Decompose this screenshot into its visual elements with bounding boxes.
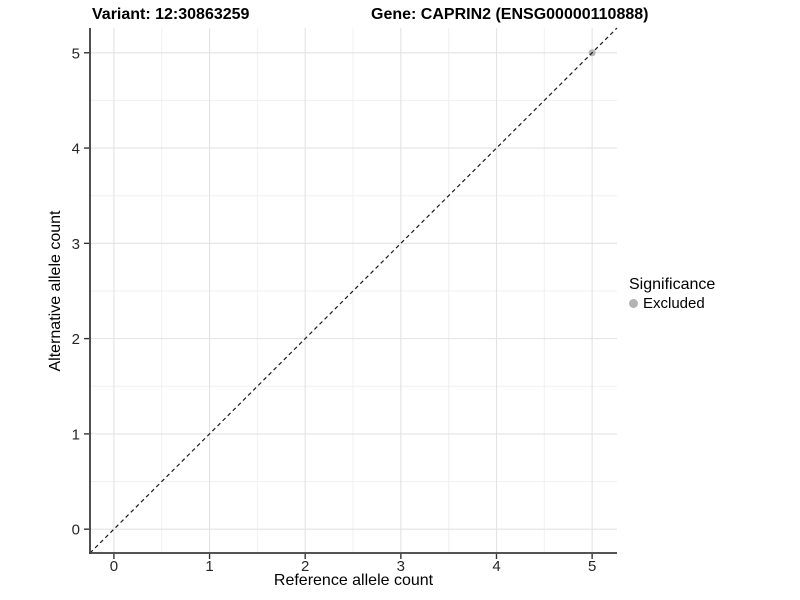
identity-line xyxy=(89,27,618,554)
x-tick-label: 0 xyxy=(110,558,118,575)
excluded-point-icon xyxy=(629,299,638,308)
x-tick-label: 2 xyxy=(301,558,309,575)
legend: Significance Excluded xyxy=(629,275,715,313)
x-tick-label: 4 xyxy=(492,558,500,575)
y-tick-label: 4 xyxy=(72,141,80,158)
y-tick-label: 1 xyxy=(72,426,80,443)
legend-title: Significance xyxy=(629,276,716,293)
x-tick-label: 1 xyxy=(205,558,213,575)
legend-item-excluded: Excluded xyxy=(629,294,715,313)
legend-item-label: Excluded xyxy=(643,295,705,312)
variant-title: Variant: 12:30863259 xyxy=(92,6,250,23)
y-tick-label: 3 xyxy=(72,236,80,253)
x-axis-title: Reference allele count xyxy=(273,572,434,589)
x-tick-label: 3 xyxy=(397,558,405,575)
y-tick-label: 2 xyxy=(72,331,80,348)
gene-title: Gene: CAPRIN2 (ENSG00000110888) xyxy=(371,6,649,23)
x-tick-label: 5 xyxy=(588,558,596,575)
y-axis-title: Alternative allele count xyxy=(47,210,64,372)
y-tick-label: 0 xyxy=(72,522,80,539)
y-tick-label: 5 xyxy=(72,45,80,62)
